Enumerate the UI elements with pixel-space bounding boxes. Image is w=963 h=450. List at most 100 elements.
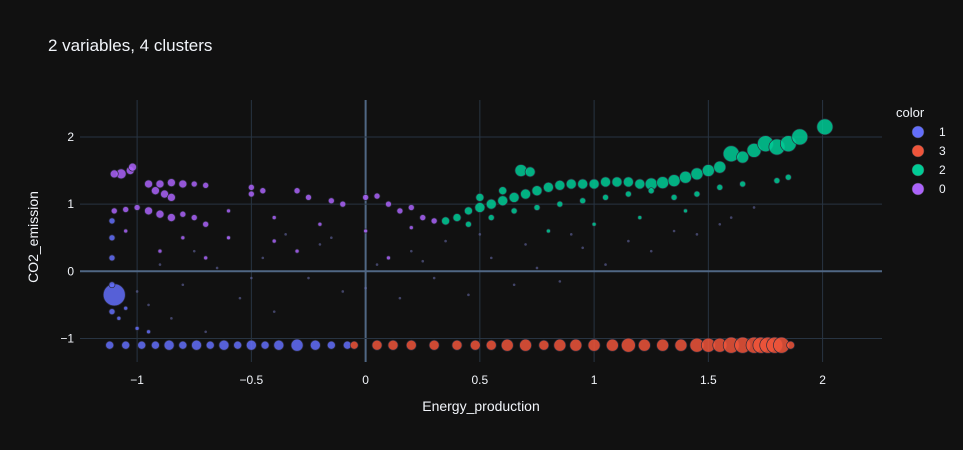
data-point-0[interactable]: [203, 255, 209, 261]
data-point-0[interactable]: [202, 220, 210, 228]
data-point-0[interactable]: [144, 206, 153, 216]
data-point-0[interactable]: [151, 186, 160, 196]
data-point-0[interactable]: [202, 181, 210, 189]
data-point-2[interactable]: [565, 178, 577, 190]
data-point-2[interactable]: [611, 176, 623, 188]
data-point-1[interactable]: [191, 339, 202, 351]
data-point-0[interactable]: [408, 225, 414, 230]
data-point-0[interactable]: [226, 208, 231, 214]
data-point-1[interactable]: [218, 339, 230, 351]
data-point-1[interactable]: [233, 340, 243, 350]
data-point-1[interactable]: [246, 339, 257, 351]
data-point-2[interactable]: [784, 173, 792, 181]
data-point-2[interactable]: [531, 185, 543, 197]
data-point-2[interactable]: [690, 167, 704, 181]
data-point-3[interactable]: [469, 339, 481, 351]
legend-item-3[interactable]: 3: [911, 144, 946, 158]
data-point-0[interactable]: [109, 169, 119, 179]
data-point-2[interactable]: [679, 170, 692, 184]
data-point-0[interactable]: [385, 200, 392, 208]
data-point-0[interactable]: [305, 194, 312, 201]
data-point-0[interactable]: [363, 228, 368, 234]
data-point-3[interactable]: [638, 338, 651, 352]
data-point-2[interactable]: [452, 213, 462, 222]
data-point-2[interactable]: [600, 176, 611, 188]
data-point-2[interactable]: [487, 214, 495, 221]
data-point-1[interactable]: [116, 315, 122, 321]
data-point-2[interactable]: [465, 220, 472, 228]
data-point-0[interactable]: [160, 189, 169, 199]
data-point-1[interactable]: [134, 326, 140, 331]
data-point-2[interactable]: [791, 128, 809, 146]
data-point-1[interactable]: [205, 340, 215, 350]
data-point-2[interactable]: [508, 192, 520, 203]
data-point-3[interactable]: [500, 338, 514, 352]
data-point-0[interactable]: [430, 217, 438, 225]
data-point-1[interactable]: [105, 340, 115, 350]
data-point-3[interactable]: [606, 338, 619, 352]
data-point-3[interactable]: [621, 337, 636, 353]
data-point-3[interactable]: [519, 338, 532, 352]
data-point-0[interactable]: [293, 187, 301, 195]
data-point-0[interactable]: [362, 194, 369, 201]
data-point-3[interactable]: [674, 338, 688, 352]
data-point-3[interactable]: [569, 338, 583, 352]
data-point-0[interactable]: [271, 238, 277, 244]
data-point-3[interactable]: [656, 338, 669, 352]
data-point-2[interactable]: [556, 200, 564, 208]
data-point-0[interactable]: [317, 221, 323, 227]
data-point-2[interactable]: [591, 221, 597, 227]
data-point-2[interactable]: [625, 190, 632, 198]
data-point-0[interactable]: [122, 206, 130, 213]
data-point-0[interactable]: [178, 179, 188, 189]
data-point-0[interactable]: [419, 214, 427, 221]
data-point-3[interactable]: [371, 339, 383, 351]
data-point-0[interactable]: [157, 248, 163, 254]
data-point-0[interactable]: [248, 183, 255, 191]
data-point-0[interactable]: [248, 190, 255, 198]
data-point-0[interactable]: [327, 197, 335, 205]
data-point-3[interactable]: [451, 339, 463, 351]
data-point-1[interactable]: [178, 340, 188, 350]
legend-item-2[interactable]: 2: [911, 163, 946, 177]
data-point-0[interactable]: [226, 235, 231, 241]
data-point-1[interactable]: [108, 254, 116, 262]
data-point-0[interactable]: [373, 192, 381, 200]
data-point-3[interactable]: [428, 339, 440, 351]
data-point-2[interactable]: [485, 198, 497, 210]
data-point-1[interactable]: [121, 340, 131, 350]
data-point-2[interactable]: [464, 206, 473, 216]
data-point-2[interactable]: [543, 181, 554, 193]
data-point-2[interactable]: [647, 187, 655, 195]
data-point-0[interactable]: [167, 178, 176, 187]
data-point-3[interactable]: [485, 339, 497, 351]
data-point-2[interactable]: [520, 188, 531, 200]
data-point-0[interactable]: [155, 209, 165, 219]
data-point-0[interactable]: [259, 187, 267, 195]
data-point-2[interactable]: [667, 174, 681, 187]
data-point-0[interactable]: [271, 215, 277, 220]
data-point-1[interactable]: [260, 340, 270, 350]
data-point-0[interactable]: [190, 180, 198, 188]
data-point-0[interactable]: [294, 248, 300, 254]
data-point-1[interactable]: [290, 338, 304, 352]
data-point-1[interactable]: [108, 234, 116, 242]
data-point-2[interactable]: [736, 150, 749, 164]
data-point-2[interactable]: [524, 166, 536, 178]
data-point-2[interactable]: [533, 204, 541, 211]
data-point-2[interactable]: [716, 183, 724, 191]
data-point-0[interactable]: [128, 162, 137, 172]
data-point-1[interactable]: [326, 340, 336, 350]
data-point-2[interactable]: [623, 176, 634, 188]
data-point-3[interactable]: [349, 340, 359, 350]
data-point-0[interactable]: [110, 207, 118, 215]
data-point-2[interactable]: [634, 178, 646, 190]
data-point-0[interactable]: [167, 193, 176, 202]
data-point-0[interactable]: [123, 228, 129, 234]
data-point-2[interactable]: [475, 193, 485, 202]
legend-item-1[interactable]: 1: [911, 125, 946, 139]
data-point-2[interactable]: [546, 228, 551, 234]
data-point-0[interactable]: [386, 255, 391, 261]
data-point-2[interactable]: [773, 177, 781, 184]
data-point-0[interactable]: [167, 213, 176, 222]
